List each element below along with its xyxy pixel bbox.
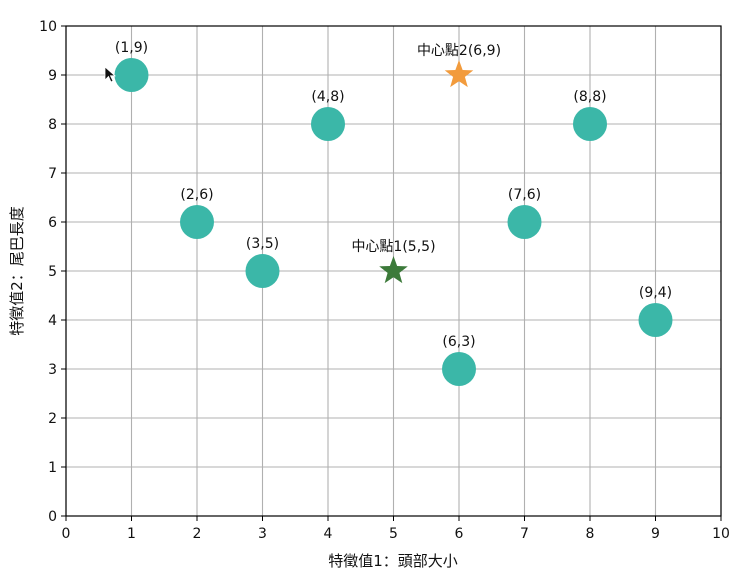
x-tick-label: 10: [712, 526, 730, 542]
y-tick-label: 9: [48, 68, 57, 84]
y-axis-label: 特徵值2：尾巴長度: [8, 206, 26, 336]
y-tick-label: 10: [39, 19, 57, 35]
data-point-label: (3,5): [246, 236, 279, 252]
x-tick-label: 5: [389, 526, 398, 542]
data-point-label: (9,4): [639, 285, 672, 301]
data-point: [573, 107, 607, 141]
x-tick-label: 8: [586, 526, 595, 542]
mouse-pointer-icon: [104, 66, 117, 83]
data-point-label: (1,9): [115, 40, 148, 56]
x-tick-label: 1: [127, 526, 136, 542]
center-star-marker: [379, 256, 408, 284]
y-tick-label: 0: [48, 509, 57, 525]
y-tick-label: 6: [48, 215, 57, 231]
data-point: [114, 58, 149, 92]
data-point: [638, 303, 673, 337]
y-tick-label: 1: [48, 460, 57, 476]
axis-ticks: 0 1 2 3 4 5 6 7 8 9 10 0 1 2 3 4 5 6 7 8 9 10: [39, 19, 730, 542]
center-point-label: 中心點1(5,5): [351, 239, 435, 255]
center-point-label: 中心點2(6,9): [417, 43, 501, 59]
x-tick-label: 3: [258, 526, 267, 542]
center-star-marker: [444, 60, 474, 88]
data-point-label: (4,8): [311, 89, 344, 105]
data-point-label: (8,8): [573, 89, 606, 105]
x-tick-label: 7: [520, 526, 529, 542]
data-marks: [114, 58, 673, 386]
data-point: [311, 107, 345, 141]
data-point-label: (2,6): [180, 187, 213, 203]
y-tick-label: 7: [48, 166, 57, 182]
data-point: [442, 352, 476, 386]
x-axis-label: 特徵值1：頭部大小: [328, 552, 458, 570]
x-tick-label: 0: [62, 526, 71, 542]
data-point: [507, 205, 542, 239]
data-point-label: (7,6): [508, 187, 541, 203]
x-tick-label: 4: [324, 526, 333, 542]
data-point-label: (6,3): [442, 334, 475, 350]
data-point: [245, 254, 280, 288]
y-tick-label: 3: [48, 362, 57, 378]
x-tick-label: 2: [193, 526, 202, 542]
y-tick-label: 4: [48, 313, 57, 329]
y-tick-label: 2: [48, 411, 57, 427]
x-tick-label: 9: [651, 526, 660, 542]
y-tick-label: 8: [48, 117, 57, 133]
data-point: [180, 205, 214, 239]
y-tick-label: 5: [48, 264, 57, 280]
x-tick-label: 6: [455, 526, 464, 542]
data-labels: (1,9) (2,6) (3,5) (4,8) (6,3) (7,6) (8,8) (9,4)…: [115, 40, 672, 350]
